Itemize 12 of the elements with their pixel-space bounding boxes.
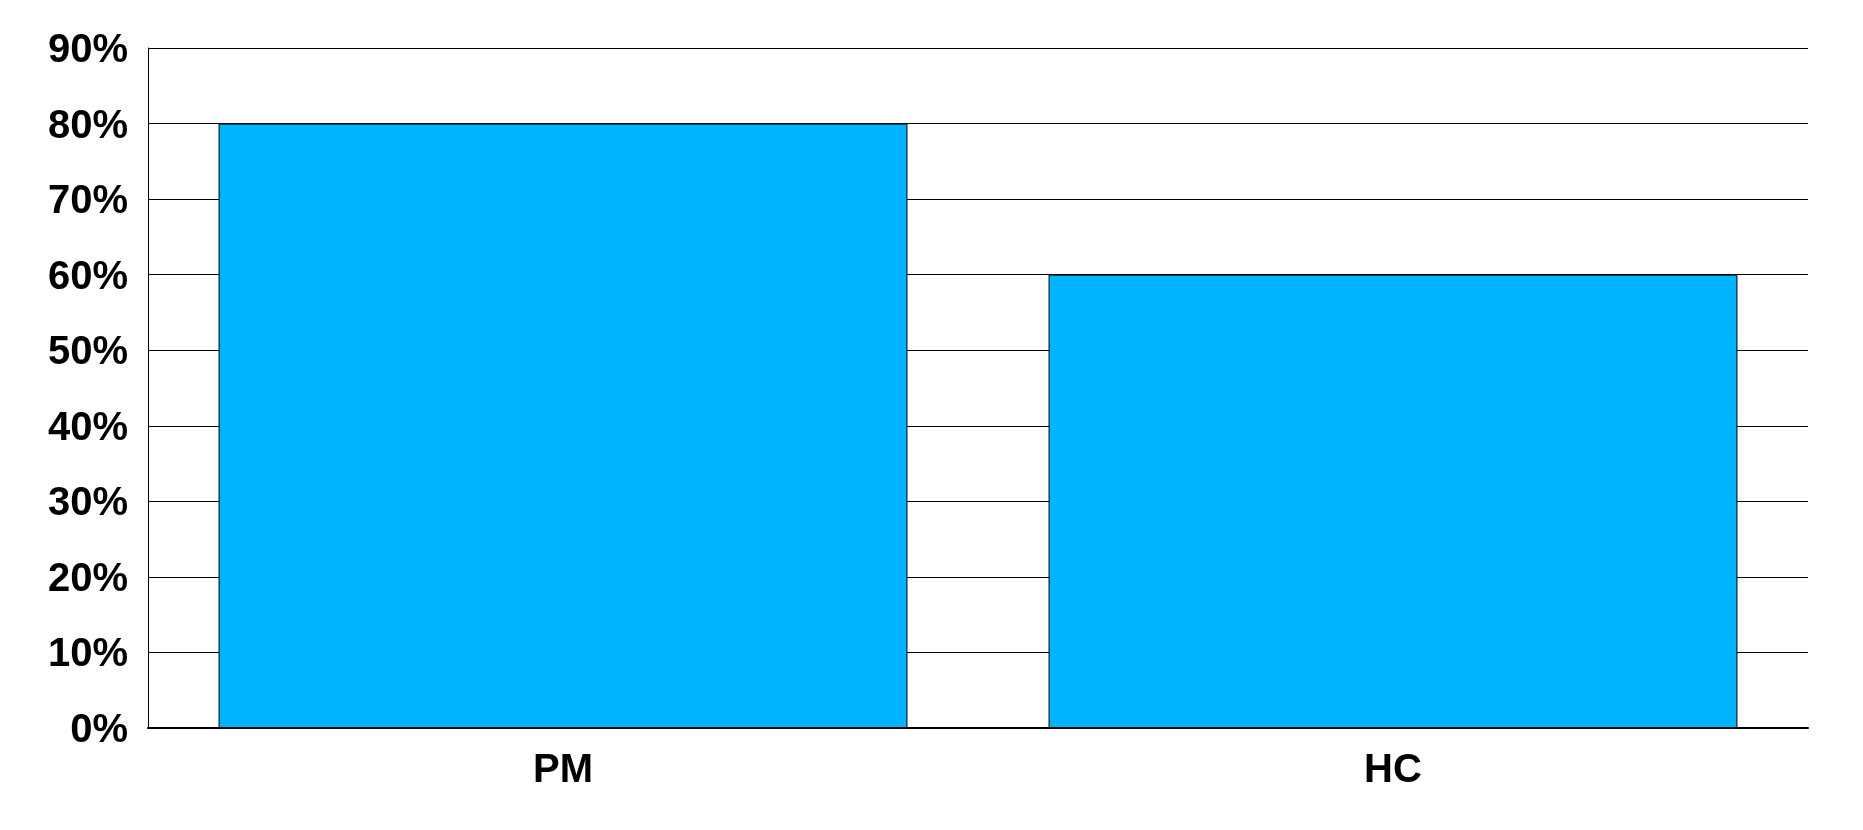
x-tick-label: PM: [533, 746, 593, 790]
y-tick-label: 60%: [47, 252, 128, 297]
y-tick-label: 70%: [47, 177, 128, 222]
x-tick-label: HC: [1364, 746, 1422, 790]
y-tick-label: 0%: [70, 706, 128, 750]
y-tick-label: 10%: [47, 630, 128, 675]
y-tick-label: 20%: [47, 554, 128, 599]
y-tick-label: 50%: [47, 328, 128, 373]
y-tick-label: 30%: [47, 479, 128, 524]
y-tick-label: 90%: [47, 26, 128, 70]
y-tick-label: 80%: [47, 101, 128, 146]
y-tick-label: 40%: [47, 403, 128, 448]
